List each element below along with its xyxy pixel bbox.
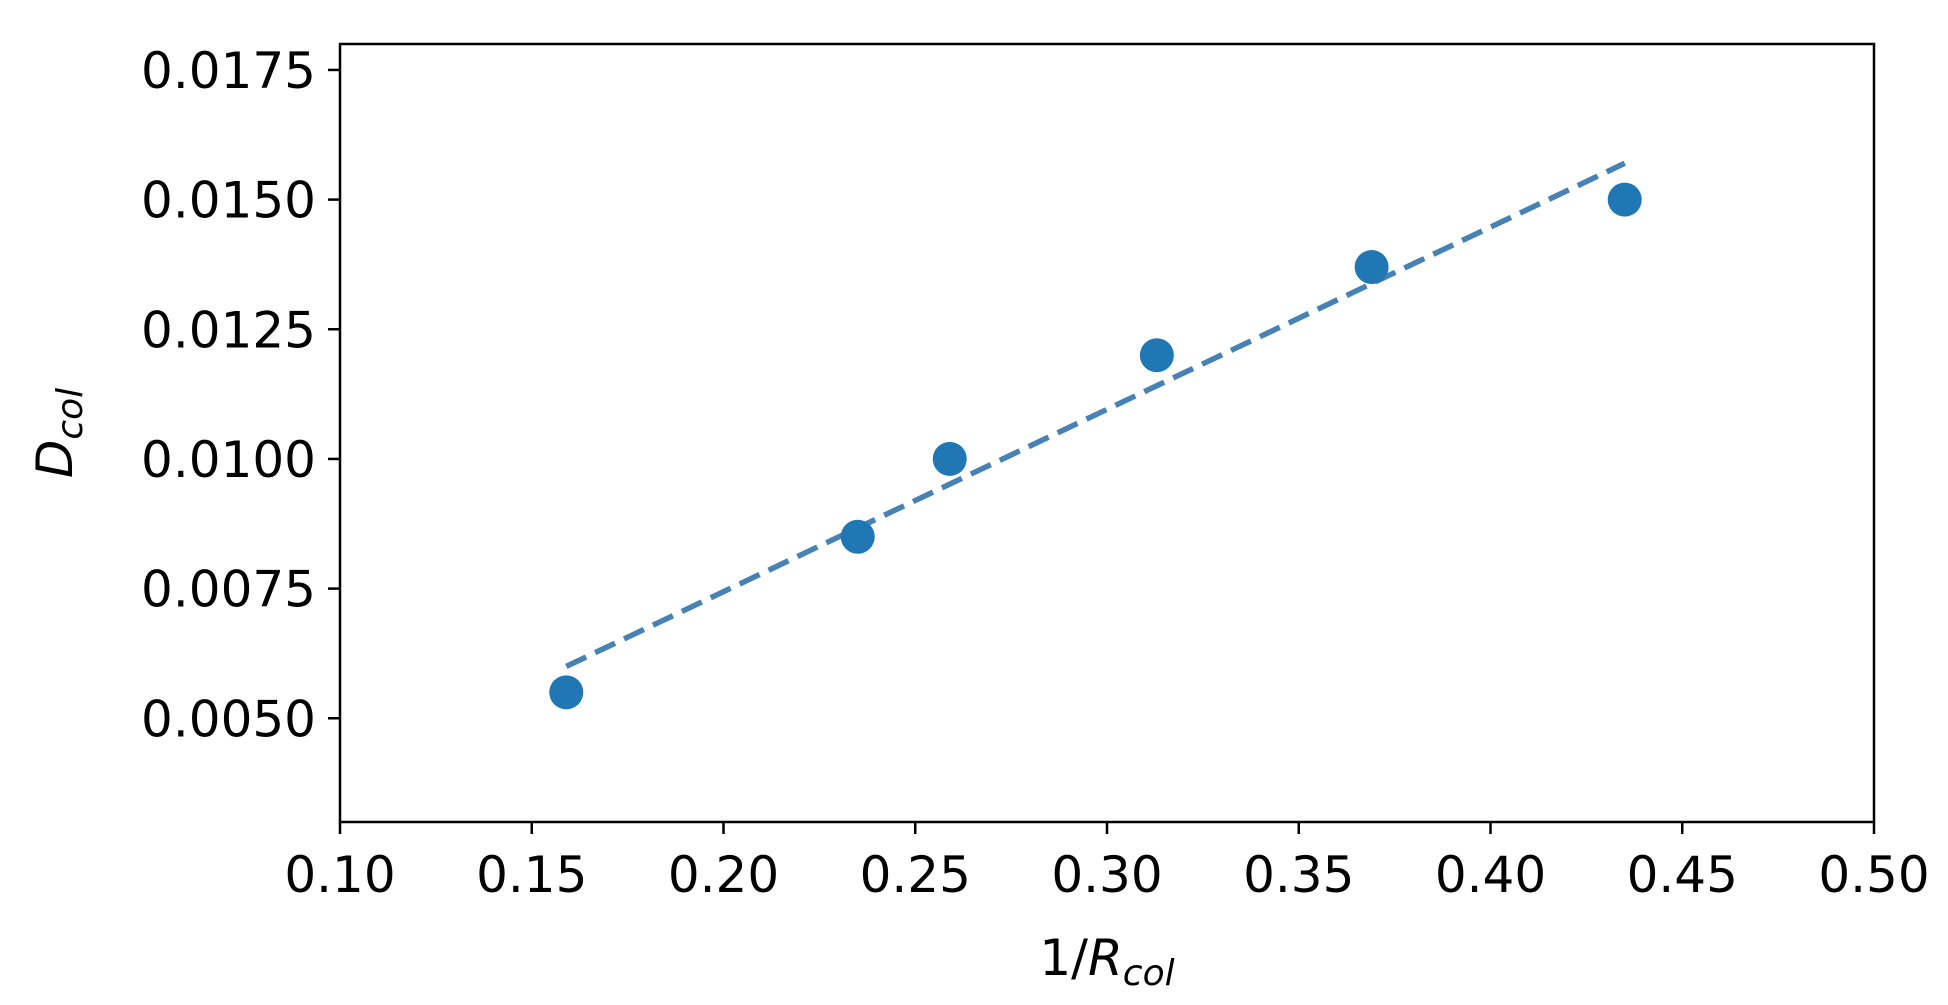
data-point — [840, 519, 875, 554]
data-point — [1354, 250, 1389, 285]
x-tick-label: 0.50 — [1818, 846, 1929, 904]
y-tick-label: 0.0125 — [141, 301, 316, 359]
data-point — [549, 675, 584, 710]
data-point — [1607, 182, 1642, 217]
y-tick-label: 0.0075 — [141, 561, 316, 619]
x-tick-label: 0.20 — [668, 846, 779, 904]
x-tick-label: 0.25 — [860, 846, 971, 904]
y-tick-label: 0.0100 — [141, 431, 316, 489]
y-tick-label: 0.0150 — [141, 172, 316, 230]
x-tick-label: 0.30 — [1051, 846, 1162, 904]
fit-line — [565, 160, 1626, 669]
data-point — [1139, 338, 1174, 373]
x-tick-label: 0.35 — [1243, 846, 1354, 904]
plot-frame — [338, 42, 1876, 824]
x-tick-label: 0.40 — [1435, 846, 1546, 904]
y-axis-label: Dcol — [26, 388, 91, 478]
data-point — [932, 441, 967, 476]
x-tick-label: 0.45 — [1627, 846, 1738, 904]
y-tick-label: 0.0050 — [141, 690, 316, 748]
x-tick-label: 0.10 — [284, 846, 395, 904]
y-tick-label: 0.0175 — [141, 42, 316, 100]
x-tick-label: 0.15 — [476, 846, 587, 904]
x-axis-label: 1/Rcol — [1039, 929, 1174, 994]
